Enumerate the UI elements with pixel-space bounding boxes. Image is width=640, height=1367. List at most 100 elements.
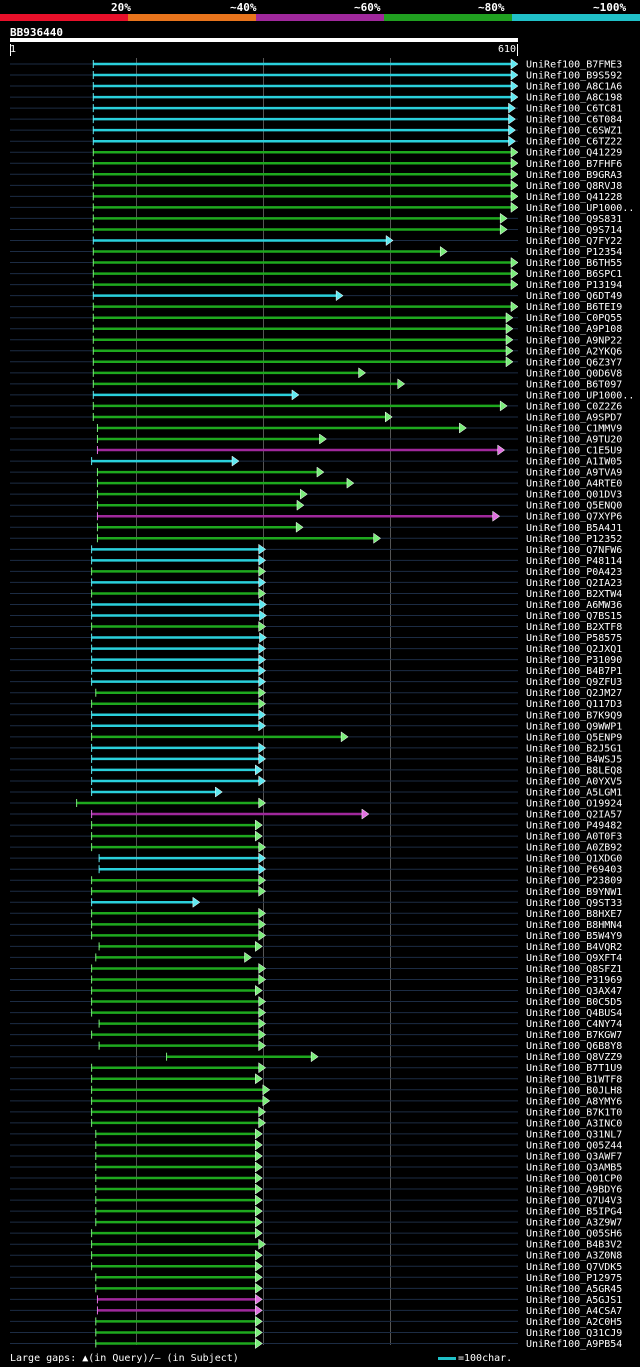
hit-label[interactable]: UniRef100_Q2JM27 bbox=[526, 688, 622, 699]
hit-label[interactable]: UniRef100_B5IPG4 bbox=[526, 1207, 622, 1218]
hit-label[interactable]: UniRef100_Q5ENQ0 bbox=[526, 501, 622, 512]
hit-label[interactable]: UniRef100_C0Z2Z6 bbox=[526, 401, 622, 412]
hit-label[interactable]: UniRef100_C6TZ22 bbox=[526, 137, 622, 148]
hit-label[interactable]: UniRef100_B0JLH8 bbox=[526, 1085, 622, 1096]
hit-label[interactable]: UniRef100_C1E5U9 bbox=[526, 446, 622, 457]
hit-label[interactable]: UniRef100_B7KGW7 bbox=[526, 1030, 622, 1041]
hit-label[interactable]: UniRef100_UP1000.. bbox=[526, 203, 634, 214]
hit-label[interactable]: UniRef100_A9PB54 bbox=[526, 1339, 622, 1350]
hit-label[interactable]: UniRef100_Q8RVJ8 bbox=[526, 181, 622, 192]
hit-label[interactable]: UniRef100_Q7XYP6 bbox=[526, 512, 622, 523]
hit-label[interactable]: UniRef100_Q2IA57 bbox=[526, 810, 622, 821]
hit-label[interactable]: UniRef100_Q117D3 bbox=[526, 699, 622, 710]
hit-label[interactable]: UniRef100_A4CSA7 bbox=[526, 1306, 622, 1317]
hit-label[interactable]: UniRef100_Q01DV3 bbox=[526, 490, 622, 501]
hit-label[interactable]: UniRef100_Q7BS15 bbox=[526, 611, 622, 622]
hit-label[interactable]: UniRef100_B4VQR2 bbox=[526, 942, 622, 953]
hit-label[interactable]: UniRef100_Q9ST33 bbox=[526, 898, 622, 909]
hit-label[interactable]: UniRef100_B7FHF6 bbox=[526, 159, 622, 170]
hit-label[interactable]: UniRef100_P12975 bbox=[526, 1273, 622, 1284]
hit-label[interactable]: UniRef100_B6SPC1 bbox=[526, 269, 622, 280]
hit-label[interactable]: UniRef100_P48114 bbox=[526, 556, 622, 567]
hit-label[interactable]: UniRef100_Q31NL7 bbox=[526, 1129, 622, 1140]
hit-label[interactable]: UniRef100_P0A423 bbox=[526, 567, 622, 578]
hit-label[interactable]: UniRef100_A8C1A6 bbox=[526, 82, 622, 93]
hit-label[interactable]: UniRef100_A9BDY6 bbox=[526, 1185, 622, 1196]
hit-label[interactable]: UniRef100_B6TEI9 bbox=[526, 302, 622, 313]
hit-label[interactable]: UniRef100_C6SWZ1 bbox=[526, 126, 622, 137]
hit-label[interactable]: UniRef100_C6TC81 bbox=[526, 104, 622, 115]
hit-label[interactable]: UniRef100_P12354 bbox=[526, 247, 622, 258]
hit-label[interactable]: UniRef100_Q0D6V8 bbox=[526, 368, 622, 379]
hit-label[interactable]: UniRef100_C6T084 bbox=[526, 115, 622, 126]
hit-label[interactable]: UniRef100_A3Z9W7 bbox=[526, 1218, 622, 1229]
hit-label[interactable]: UniRef100_Q41229 bbox=[526, 148, 622, 159]
hit-label[interactable]: UniRef100_A0YXV5 bbox=[526, 776, 622, 787]
hit-label[interactable]: UniRef100_B0C5D5 bbox=[526, 997, 622, 1008]
hit-label[interactable]: UniRef100_Q2IA23 bbox=[526, 578, 622, 589]
hit-label[interactable]: UniRef100_A5GR45 bbox=[526, 1284, 622, 1295]
hit-label[interactable]: UniRef100_B8HXE7 bbox=[526, 909, 622, 920]
hit-label[interactable]: UniRef100_B5W4Y9 bbox=[526, 931, 622, 942]
hit-label[interactable]: UniRef100_A6MW36 bbox=[526, 600, 622, 611]
hit-label[interactable]: UniRef100_Q7NFW6 bbox=[526, 545, 622, 556]
hit-label[interactable]: UniRef100_O19924 bbox=[526, 799, 622, 810]
hit-label[interactable]: UniRef100_A9TVA9 bbox=[526, 468, 622, 479]
hit-label[interactable]: UniRef100_C1MMV9 bbox=[526, 423, 622, 434]
hit-label[interactable]: UniRef100_Q9ZFU3 bbox=[526, 677, 622, 688]
hit-label[interactable]: UniRef100_Q3AX47 bbox=[526, 986, 622, 997]
hit-label[interactable]: UniRef100_A9SPD7 bbox=[526, 412, 622, 423]
hit-label[interactable]: UniRef100_Q2JXQ1 bbox=[526, 644, 622, 655]
hit-label[interactable]: UniRef100_A5GJS1 bbox=[526, 1295, 622, 1306]
hit-label[interactable]: UniRef100_Q6B8Y8 bbox=[526, 1041, 622, 1052]
hit-label[interactable]: UniRef100_Q31CJ9 bbox=[526, 1328, 622, 1339]
hit-label[interactable]: UniRef100_Q7U4V3 bbox=[526, 1196, 622, 1207]
hit-label[interactable]: UniRef100_A8C198 bbox=[526, 93, 622, 104]
hit-label[interactable]: UniRef100_Q9S714 bbox=[526, 225, 622, 236]
hit-label[interactable]: UniRef100_B9GRA3 bbox=[526, 170, 622, 181]
hit-label[interactable]: UniRef100_Q6DT49 bbox=[526, 291, 622, 302]
hit-label[interactable]: UniRef100_B2XTW4 bbox=[526, 589, 622, 600]
hit-label[interactable]: UniRef100_Q9S831 bbox=[526, 214, 622, 225]
hit-label[interactable]: UniRef100_Q9XFT4 bbox=[526, 953, 622, 964]
hit-label[interactable]: UniRef100_Q4BUS4 bbox=[526, 1008, 622, 1019]
hit-label[interactable]: UniRef100_Q3AWF7 bbox=[526, 1151, 622, 1162]
hit-label[interactable]: UniRef100_A9P108 bbox=[526, 324, 622, 335]
hit-label[interactable]: UniRef100_Q7VDK5 bbox=[526, 1262, 622, 1273]
hit-label[interactable]: UniRef100_C4NY74 bbox=[526, 1019, 622, 1030]
hit-label[interactable]: UniRef100_C0PQ55 bbox=[526, 313, 622, 324]
hit-label[interactable]: UniRef100_A0ZB92 bbox=[526, 843, 622, 854]
hit-label[interactable]: UniRef100_P49482 bbox=[526, 821, 622, 832]
hit-label[interactable]: UniRef100_B2J5G1 bbox=[526, 743, 622, 754]
hit-label[interactable]: UniRef100_Q8SFZ1 bbox=[526, 964, 622, 975]
hit-label[interactable]: UniRef100_A2C0H5 bbox=[526, 1317, 622, 1328]
hit-label[interactable]: UniRef100_B7FME3 bbox=[526, 60, 622, 71]
hit-label[interactable]: UniRef100_B5A4J1 bbox=[526, 523, 622, 534]
hit-label[interactable]: UniRef100_B9YNW1 bbox=[526, 887, 622, 898]
hit-label[interactable]: UniRef100_Q1XDG0 bbox=[526, 854, 622, 865]
hit-label[interactable]: UniRef100_B8HMN4 bbox=[526, 920, 622, 931]
hit-label[interactable]: UniRef100_B8LEQ8 bbox=[526, 765, 622, 776]
hit-label[interactable]: UniRef100_A9TU20 bbox=[526, 435, 622, 446]
hit-label[interactable]: UniRef100_B7K1T0 bbox=[526, 1107, 622, 1118]
hit-label[interactable]: UniRef100_P12352 bbox=[526, 534, 622, 545]
hit-label[interactable]: UniRef100_Q41228 bbox=[526, 192, 622, 203]
hit-label[interactable]: UniRef100_B7K9Q9 bbox=[526, 710, 622, 721]
hit-label[interactable]: UniRef100_B7T1U9 bbox=[526, 1063, 622, 1074]
hit-label[interactable]: UniRef100_P58575 bbox=[526, 633, 622, 644]
hit-label[interactable]: UniRef100_B4B7P1 bbox=[526, 666, 622, 677]
hit-label[interactable]: UniRef100_A2YKQ6 bbox=[526, 346, 622, 357]
hit-label[interactable]: UniRef100_Q5ENP9 bbox=[526, 732, 622, 743]
hit-label[interactable]: UniRef100_B6T097 bbox=[526, 379, 622, 390]
hit-label[interactable]: UniRef100_B4B3V2 bbox=[526, 1240, 622, 1251]
hit-label[interactable]: UniRef100_P23809 bbox=[526, 876, 622, 887]
hit-label[interactable]: UniRef100_A4RTE0 bbox=[526, 479, 622, 490]
hit-label[interactable]: UniRef100_Q3AMB5 bbox=[526, 1163, 622, 1174]
hit-label[interactable]: UniRef100_A5LGM1 bbox=[526, 787, 622, 798]
hit-label[interactable]: UniRef100_B6TH55 bbox=[526, 258, 622, 269]
hit-label[interactable]: UniRef100_Q8VZZ9 bbox=[526, 1052, 622, 1063]
hit-label[interactable]: UniRef100_A8YMY6 bbox=[526, 1096, 622, 1107]
hit-label[interactable]: UniRef100_P31969 bbox=[526, 975, 622, 986]
hit-label[interactable]: UniRef100_B9S592 bbox=[526, 71, 622, 82]
hit-label[interactable]: UniRef100_B4WSJ5 bbox=[526, 754, 622, 765]
